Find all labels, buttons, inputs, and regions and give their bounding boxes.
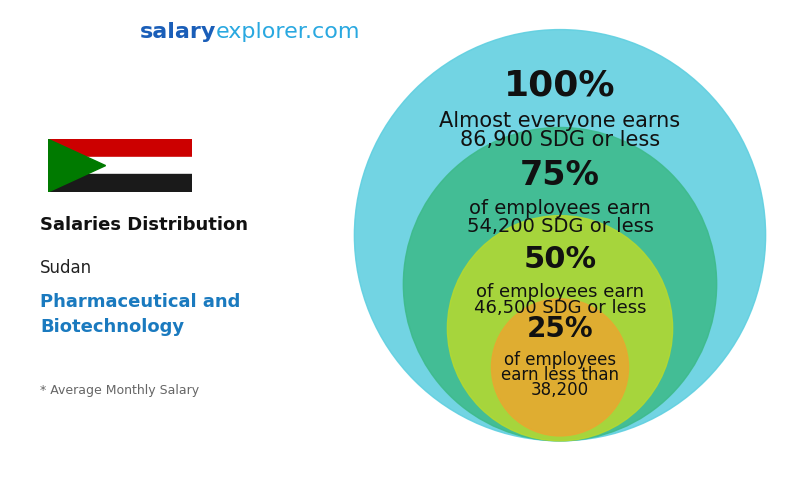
- Text: Almost everyone earns: Almost everyone earns: [439, 111, 681, 131]
- Bar: [48, 157, 192, 174]
- Text: of employees earn: of employees earn: [476, 283, 644, 300]
- Text: 54,200 SDG or less: 54,200 SDG or less: [466, 216, 654, 236]
- Text: Pharmaceutical and
Biotechnology: Pharmaceutical and Biotechnology: [40, 293, 240, 336]
- Text: of employees earn: of employees earn: [469, 199, 651, 218]
- Text: Salaries Distribution: Salaries Distribution: [40, 216, 248, 234]
- Text: 38,200: 38,200: [531, 381, 589, 399]
- Text: * Average Monthly Salary: * Average Monthly Salary: [40, 384, 199, 397]
- Text: 25%: 25%: [526, 315, 594, 344]
- Text: explorer.com: explorer.com: [216, 22, 361, 42]
- Text: 50%: 50%: [523, 245, 597, 274]
- Bar: [48, 174, 192, 192]
- Text: of employees: of employees: [504, 351, 616, 369]
- Polygon shape: [48, 139, 106, 192]
- Text: salary: salary: [140, 22, 216, 42]
- Text: earn less than: earn less than: [501, 366, 619, 384]
- Text: 100%: 100%: [504, 69, 616, 103]
- Circle shape: [403, 128, 717, 441]
- Text: 46,500 SDG or less: 46,500 SDG or less: [474, 299, 646, 317]
- Bar: [48, 139, 192, 157]
- Text: 86,900 SDG or less: 86,900 SDG or less: [460, 130, 660, 150]
- Text: 75%: 75%: [520, 159, 600, 192]
- Circle shape: [354, 30, 766, 441]
- Circle shape: [491, 299, 629, 436]
- Text: Sudan: Sudan: [40, 259, 92, 277]
- Circle shape: [447, 216, 673, 441]
